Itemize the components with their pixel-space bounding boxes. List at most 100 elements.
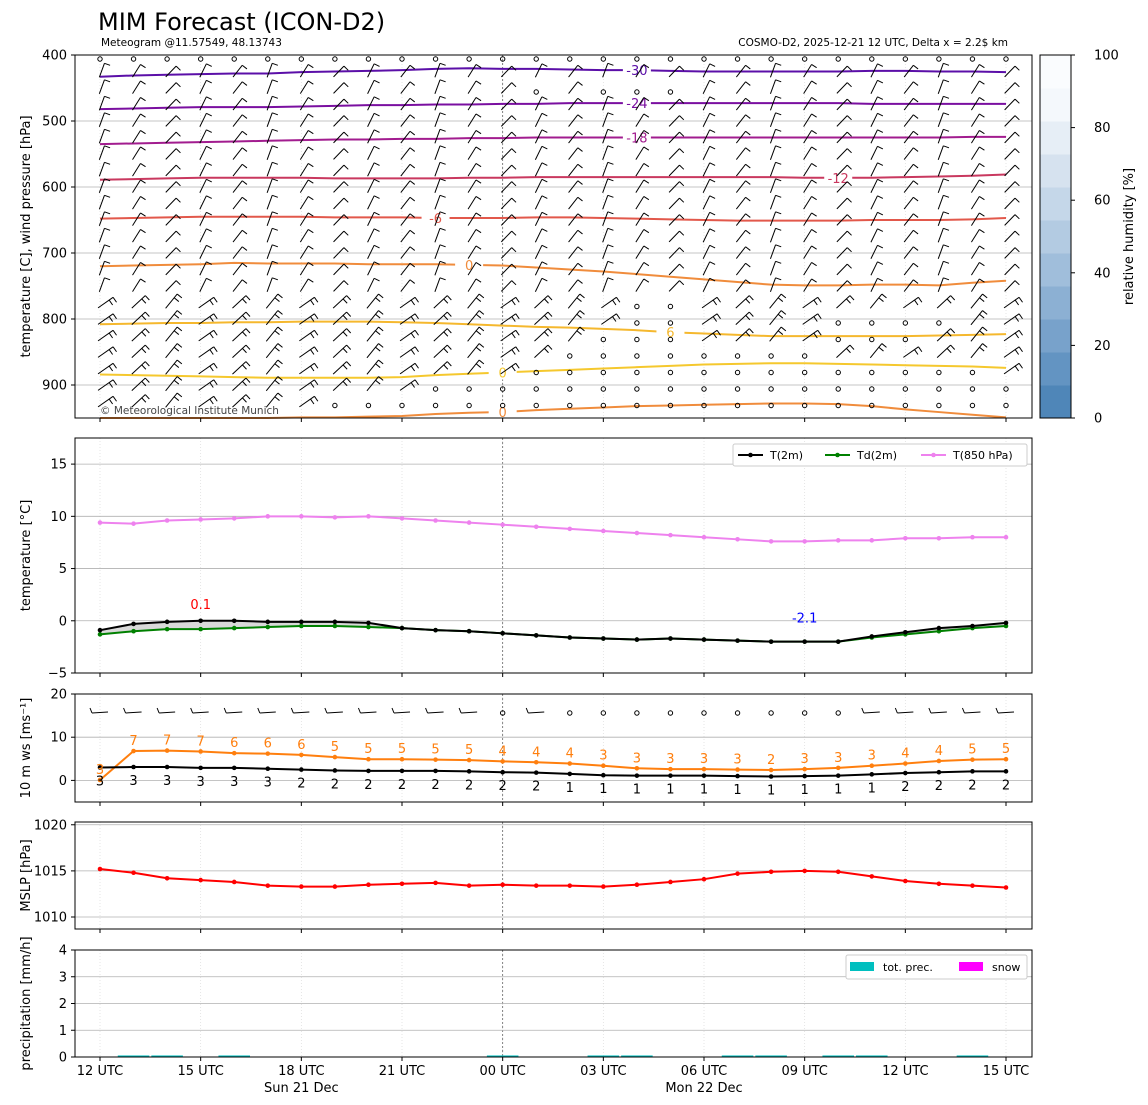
wind-barb-flag [1014, 65, 1020, 71]
mean-wind-value-label: 2 [901, 780, 909, 795]
wind-barb [769, 310, 787, 326]
wind-barb [299, 130, 314, 144]
wind-barb-flag [104, 227, 111, 231]
wind-barb-flag [709, 79, 716, 84]
wind-barb-flag [272, 211, 279, 215]
wind-barb-shaft [534, 311, 549, 326]
wind-barb-shaft [568, 97, 579, 111]
wind-barb-flag [206, 79, 212, 84]
mean-wind-value-label: 3 [129, 774, 137, 789]
wind-barb-shaft [299, 146, 309, 160]
isotherm-label: -12 [828, 172, 849, 187]
wind-barb-flag [378, 293, 384, 299]
wind-barb-shaft [198, 329, 215, 342]
wind-barb-flag [982, 326, 988, 332]
wind-barb [333, 197, 349, 210]
wind-barb [735, 130, 751, 144]
wind-barb-flag [643, 179, 650, 184]
wind-barb [937, 128, 950, 144]
series-point [634, 637, 640, 642]
wind-barb-flag [140, 262, 146, 267]
wind-barb-flag [1014, 197, 1020, 203]
wind-barb-flag [175, 214, 181, 220]
wind-barb [534, 228, 548, 243]
wind-barb-flag [144, 328, 150, 334]
wind-barb-flag [307, 179, 314, 184]
wind-barb-shaft [803, 196, 812, 210]
wind-barb-flag [607, 194, 614, 198]
wind-barb-flag [943, 211, 950, 215]
wind-barb-shaft [165, 214, 177, 226]
wind-barb [635, 196, 650, 210]
wind-barb-flag [343, 65, 349, 71]
wind-barb-flag [443, 348, 449, 354]
wind-barb-flag [775, 277, 782, 281]
wind-barb-flag [511, 299, 516, 306]
wind-barb [803, 179, 817, 193]
surface-wind-barb [393, 711, 411, 714]
gust-point [399, 756, 405, 762]
wind-barb [602, 211, 614, 227]
wind-barb-flag [475, 64, 482, 69]
gust-value-label: 4 [532, 745, 540, 760]
calm-wind-marker [768, 353, 774, 359]
wind-barb-shaft [635, 179, 645, 193]
wind-barb [937, 112, 950, 128]
wind-barb-shaft [769, 293, 782, 309]
wind-barb-flag [745, 262, 751, 268]
wind-barb-shaft [165, 280, 177, 292]
wind-barb-flag [979, 130, 985, 135]
wind-barb-flag [541, 112, 548, 117]
gust-value-label: 4 [566, 747, 574, 762]
series-point [970, 534, 975, 540]
wind-barb [769, 161, 782, 177]
wind-barb-shaft [399, 346, 416, 358]
mean-wind-point [466, 769, 472, 774]
isotherm-label-bg [824, 169, 853, 185]
surface-wind-barb-flag [995, 707, 999, 714]
series-point [231, 516, 237, 521]
mean-wind-value-label: 2 [364, 778, 372, 793]
wind-barb [568, 213, 583, 226]
wind-barb-shaft [836, 98, 848, 111]
wind-barb [870, 228, 884, 243]
wind-barb-shaft [98, 145, 105, 161]
wind-barb-shaft [199, 245, 207, 259]
wind-barb [602, 145, 614, 161]
precip-y-axis-label: precipitation [mm/h] [19, 936, 34, 1070]
wind-barb [367, 178, 380, 193]
wind-barb [467, 80, 482, 94]
wind-barb [97, 379, 117, 391]
wind-barb-flag [745, 315, 751, 321]
wind-barb [199, 129, 212, 144]
wind-barb-shaft [903, 296, 919, 309]
wind-barb-shaft [132, 262, 141, 276]
wind-barb-shaft [1004, 115, 1016, 127]
wind-barb [534, 162, 548, 177]
wind-barb [433, 328, 452, 342]
wind-barb-flag [846, 230, 852, 236]
wind-barb [568, 64, 583, 78]
wind-barb [434, 260, 446, 276]
wind-barb [635, 64, 650, 78]
wind-barb-flag [307, 130, 314, 135]
wind-barb [735, 295, 754, 309]
wind-barb-flag [108, 299, 114, 306]
wind-barb-flag [943, 260, 950, 264]
wind-barb-flag [745, 246, 751, 251]
wind-barb-flag [1014, 299, 1020, 306]
wind-barb [1004, 280, 1020, 292]
wind-barb-flag [877, 211, 884, 216]
wind-barb-shaft [98, 96, 105, 111]
series-line [99, 619, 1007, 643]
wind-barb [98, 178, 111, 194]
wind-barb [970, 146, 985, 160]
wind-barb-shaft [400, 147, 411, 160]
mslp-point [366, 882, 371, 888]
mean-wind-point [433, 768, 438, 774]
calm-wind-marker [533, 386, 539, 392]
wind-barb-shaft [467, 64, 477, 78]
wind-barb [702, 261, 716, 276]
wind-barb-shaft [701, 329, 718, 342]
wind-barb-flag [877, 129, 884, 133]
